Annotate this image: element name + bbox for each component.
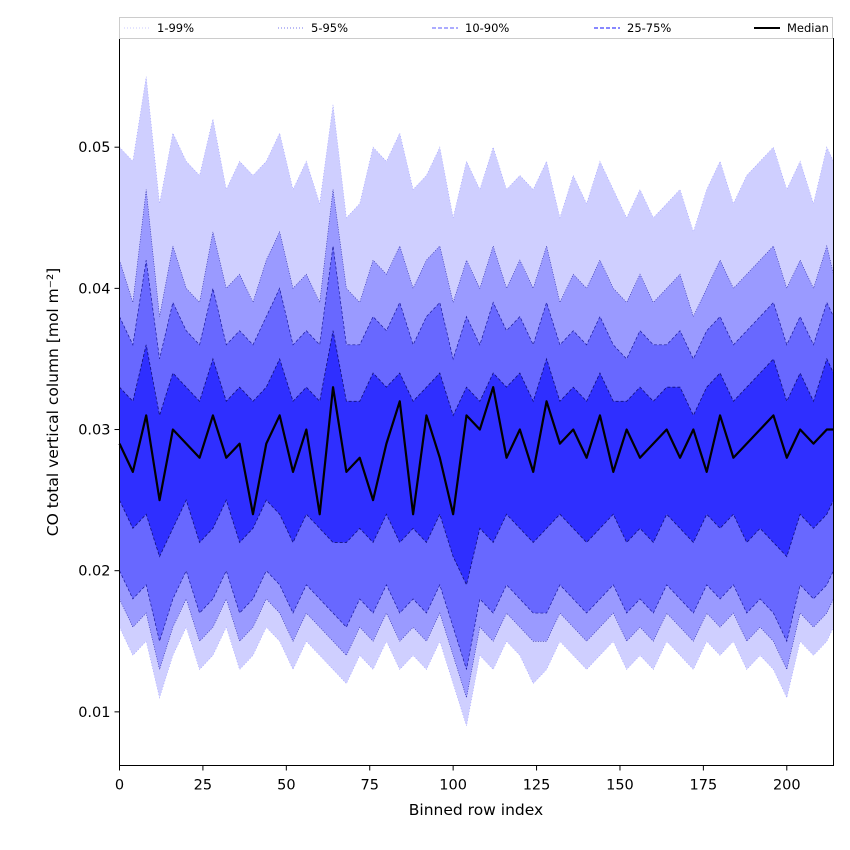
x-tick-label: 150 [606, 778, 634, 794]
x-axis-label: Binned row index [409, 801, 543, 819]
band-edge-line [119, 330, 834, 417]
y-tick-label: 0.02 [78, 564, 110, 580]
x-tick-label: 0 [115, 778, 124, 794]
band-edge-line [119, 189, 834, 318]
legend-box [119, 17, 833, 39]
x-tick-label: 75 [361, 778, 379, 794]
band-edge-line [119, 76, 834, 233]
median-layer [118, 386, 834, 516]
legend-label: 25-75% [627, 21, 671, 35]
y-tick-label: 0.05 [78, 140, 110, 156]
y-tick-label: 0.01 [78, 705, 110, 721]
legend-label: Median [787, 21, 829, 35]
band-edge-line [119, 626, 834, 727]
x-tick-label: 175 [690, 778, 718, 794]
legend: 1-99% 5-95% 10-90% 25-75% Median [119, 17, 833, 39]
band-edge-line [119, 499, 834, 587]
x-tick-label: 200 [773, 778, 801, 794]
x-tick-label: 25 [194, 778, 212, 794]
band-area [119, 330, 834, 585]
legend-label: 10-90% [465, 21, 509, 35]
legend-label: 5-95% [311, 21, 348, 35]
x-tick-label: 50 [277, 778, 295, 794]
band-edge-line [119, 245, 834, 361]
bands-layer [119, 76, 834, 727]
y-tick-label: 0.04 [78, 281, 110, 297]
y-axis: 0.01 0.02 0.03 0.04 0.05 [78, 140, 120, 721]
band-edge-line [119, 598, 834, 698]
x-axis: 0 25 50 75 100 125 150 175 200 [115, 765, 801, 794]
y-axis-label: CO total vertical column [mol m⁻²] [44, 268, 62, 536]
median-line [118, 386, 834, 516]
y-tick-label: 0.03 [78, 423, 110, 439]
legend-label: 1-99% [157, 21, 194, 35]
x-tick-label: 125 [523, 778, 551, 794]
band-edge-line [119, 569, 834, 670]
x-tick-label: 100 [439, 778, 467, 794]
